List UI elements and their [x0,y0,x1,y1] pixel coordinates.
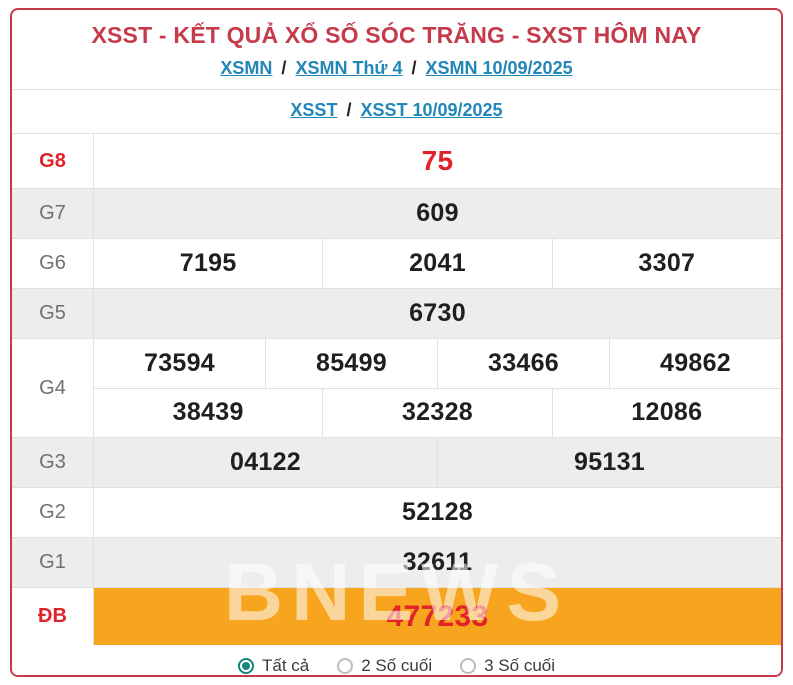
prize-values-G3: 04122 95131 [94,438,781,487]
breadcrumb-separator: / [406,58,422,78]
filter-option-label: 2 Số cuối [361,656,433,675]
prize-values-G2: 52128 [94,488,781,537]
card-header: XSST - KẾT QUẢ XỔ SỐ SÓC TRĂNG - SXST HÔ… [12,10,781,89]
prize-number: 32611 [402,548,473,576]
filter-option-label: 3 Số cuối [484,656,556,675]
prize-number: 12086 [551,388,781,437]
breadcrumb-xsmn-link-1[interactable]: XSMN Thứ 4 [295,58,403,78]
prize-label-G5: G5 [12,289,94,338]
breadcrumb-xsmn: XSMN / XSMN Thứ 4 / XSMN 10/09/2025 [12,58,781,89]
prize-number: 6730 [409,299,466,327]
filter-option-label: Tất cả [261,656,310,675]
prize-row-G1: G1 32611 [12,538,781,588]
prize-number: 75 [421,145,454,176]
breadcrumb-xsmn-link-2[interactable]: XSMN 10/09/2025 [425,58,573,78]
prize-values-G7: 609 [94,189,781,238]
radio-unselected-icon[interactable] [337,658,354,674]
prize-number: 04122 [229,448,302,476]
breadcrumb-separator: / [341,100,357,120]
prize-label-G1: G1 [12,538,94,587]
prize-number: 32328 [322,388,551,437]
breadcrumb-xsst-link-0[interactable]: XSST [290,100,338,120]
results-table: G8 75 G7 609 G6 7195 2041 3307 G5 6730 G4 73594 8549… [12,133,781,645]
prize-label-ĐB: ĐB [12,588,94,645]
prize-number: 2041 [322,239,551,288]
prize-number: 95131 [437,438,781,487]
display-filter-group: Tất cả 2 Số cuối 3 Số cuối [12,645,781,675]
filter-option-0[interactable]: Tất cả [237,656,310,675]
prize-number: 38439 [172,398,244,427]
prize-label-G3: G3 [12,438,94,487]
filter-option-1[interactable]: 2 Số cuối [337,656,433,675]
prize-label-G4: G4 [12,339,94,437]
prize-row-G8: G8 75 [12,134,781,189]
breadcrumb-xsmn-link-0[interactable]: XSMN [220,58,273,78]
prize-label-G8: G8 [12,134,94,188]
prize-label-G2: G2 [12,488,94,537]
page-title: XSST - KẾT QUẢ XỔ SỐ SÓC TRĂNG - SXST HÔ… [91,22,702,48]
prize-number: 85499 [265,339,437,388]
prize-row-G3: G3 04122 95131 [12,438,781,488]
prize-values-G5: 6730 [94,289,781,338]
breadcrumb-xsst: XSST / XSST 10/09/2025 [12,100,781,133]
filter-option-2[interactable]: 3 Số cuối [460,656,556,675]
prize-number: 3307 [551,239,781,288]
prize-values-G1: 32611 [94,538,781,587]
prize-label-G7: G7 [12,189,94,238]
breadcrumb-separator: / [276,58,292,78]
prize-number: 609 [416,199,459,227]
prize-row-G4: G4 73594 85499 33466 49862 38439 32328 12086 [12,339,781,438]
radio-selected-icon[interactable] [237,658,254,674]
radio-unselected-icon[interactable] [460,658,477,674]
prize-number: 52128 [401,498,474,526]
lottery-results-card: XSST - KẾT QUẢ XỔ SỐ SÓC TRĂNG - SXST HÔ… [10,8,783,677]
prize-number: 73594 [143,348,216,377]
prize-values-G4: 73594 85499 33466 49862 38439 32328 12086 [94,339,781,437]
prize-row-G2: G2 52128 [12,488,781,538]
breadcrumb-xsst-link-1[interactable]: XSST 10/09/2025 [360,100,503,120]
prize-label-G6: G6 [12,239,94,288]
prize-number: 49862 [609,339,781,388]
prize-values-G6: 7195 2041 3307 [94,239,781,288]
prize-values-ĐB: 477233 [94,588,781,645]
header-divider [12,89,781,90]
prize-number: 33466 [437,339,609,388]
prize-row-G7: G7 609 [12,189,781,239]
prize-row-G5: G5 6730 [12,289,781,339]
prize-values-G8: 75 [94,134,781,188]
prize-row-G6: G6 7195 2041 3307 [12,239,781,289]
prize-row-ĐB: ĐB 477233 [12,588,781,645]
prize-number: 477233 [386,599,489,633]
prize-number: 7195 [179,249,237,277]
